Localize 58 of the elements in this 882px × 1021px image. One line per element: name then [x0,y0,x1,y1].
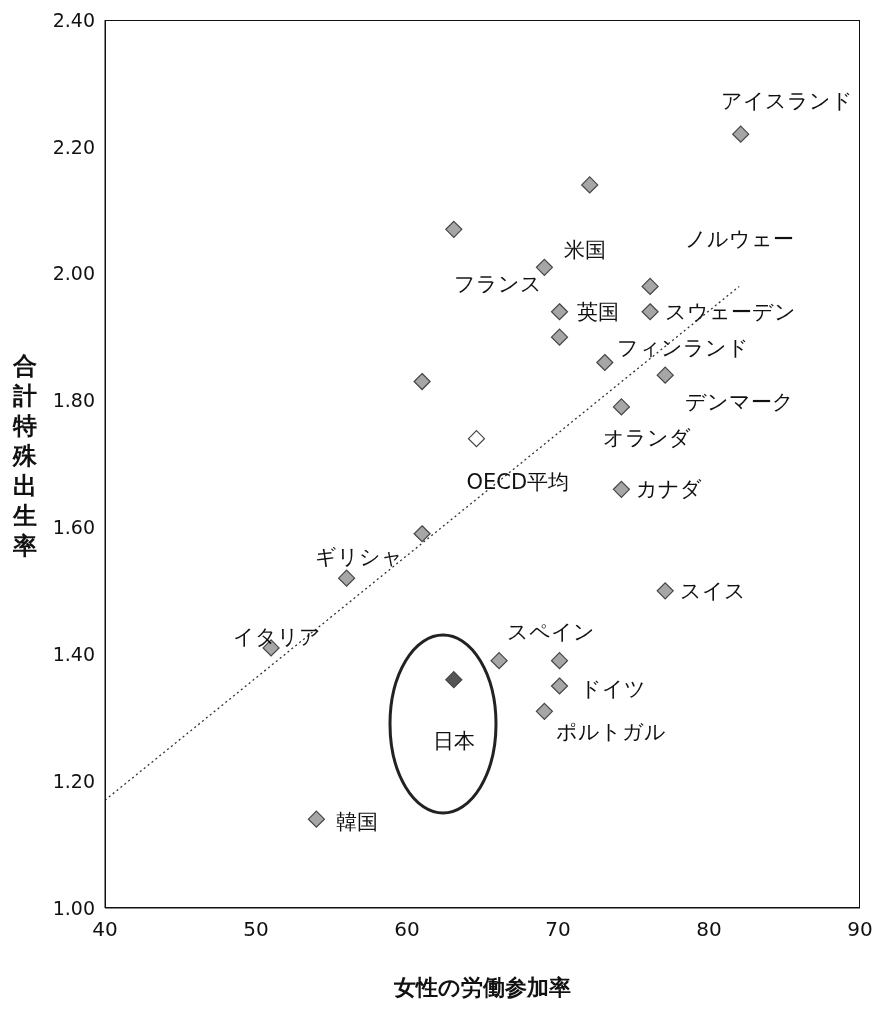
point [612,398,631,416]
x-tick-label: 90 [847,917,873,942]
point [641,303,659,321]
point [307,810,325,828]
y-tick-label: 2.40 [52,8,95,31]
annotation: 米国 [564,238,607,263]
point [445,220,463,238]
x-tick-label: 60 [394,917,420,942]
point [467,430,486,448]
point [596,353,614,372]
annotation: スイス [680,578,747,603]
point [550,652,569,670]
annotation: 韓国 [336,810,379,835]
annotation: ノルウェー [685,227,795,252]
point [535,702,554,720]
point [550,677,569,695]
point [612,480,631,498]
point [445,671,463,689]
annotation: フランス [454,272,543,297]
x-tick-label: 50 [243,917,269,942]
annotation: ギリシャ [314,545,403,570]
annotation: 英国 [576,299,619,324]
point [732,125,750,143]
x-tick-label: 80 [696,917,722,942]
annotation: オランダ [603,425,692,450]
annotation: ポルトガル [556,720,667,745]
point [550,303,569,321]
point [656,582,674,600]
annotation: デンマーク [685,390,795,415]
point [550,328,569,346]
point [338,569,356,587]
annotation: フィンランド [616,335,749,360]
y-tick-label: 2.00 [52,262,95,285]
point [641,277,659,295]
x-tick-label: 70 [545,917,571,942]
y-tick-label: 1.20 [52,769,95,792]
y-tick-label: 2.20 [52,135,95,158]
point [413,372,431,391]
x-axis-title: 女性の労働参加率 [393,975,571,1000]
x-tick-label: 40 [92,917,118,942]
annotation: カナダ [636,477,703,502]
point [535,258,554,276]
annotation: ドイツ [579,677,646,701]
annotation: イタリア [233,624,322,649]
point [490,652,508,670]
annotation: 日本 [432,728,475,753]
y-tick-label: 1.00 [52,896,95,919]
y-tick-label: 1.40 [52,643,95,666]
annotation: OECD平均 [466,469,570,494]
point [581,176,599,194]
y-axis-title: 合計特殊出生率 [12,352,38,560]
point [656,366,674,384]
point [413,525,431,543]
y-tick-label: 1.80 [52,389,95,412]
annotation: スウェーデン [665,299,797,324]
annotation: スペイン [507,619,596,644]
y-tick-label: 1.60 [52,516,95,539]
annotation: アイスランド [720,89,853,114]
